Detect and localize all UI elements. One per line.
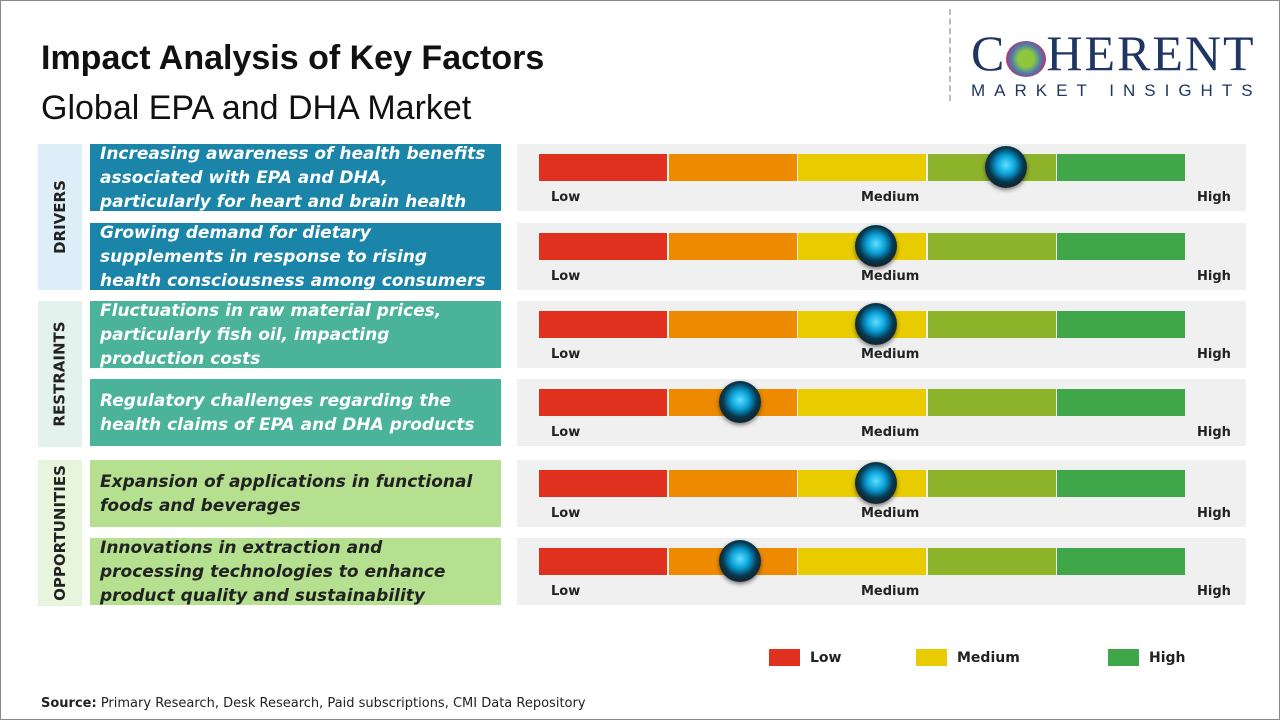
- impact-knob-icon: [984, 146, 1027, 188]
- medium-label: Medium: [861, 190, 920, 205]
- page-subtitle: Global EPA and DHA Market: [41, 89, 472, 127]
- impact-knob-icon: [854, 462, 897, 504]
- logo-letter: C: [971, 25, 1007, 81]
- gauge-segment: [1057, 389, 1186, 416]
- gauge-segment: [1057, 154, 1186, 181]
- gauge-segment: [668, 233, 797, 260]
- gauge-segment: [539, 389, 667, 416]
- impact-gauge: Low Medium High: [517, 223, 1246, 290]
- source-text: Primary Research, Desk Research, Paid su…: [96, 696, 586, 711]
- page-title: Impact Analysis of Key Factors: [41, 39, 545, 77]
- category-drivers: DRIVERS: [38, 144, 82, 290]
- gauge-segment: [798, 389, 927, 416]
- gauge-segment: [798, 154, 927, 181]
- low-label: Low: [551, 190, 581, 205]
- low-label: Low: [551, 347, 581, 362]
- gauge-segment: [539, 233, 667, 260]
- logo-tagline: MARKET INSIGHTS: [971, 80, 1262, 100]
- gauge-segment: [927, 233, 1056, 260]
- divider: [949, 9, 951, 101]
- gauge-segment: [668, 470, 797, 497]
- impact-gauge: Low Medium High: [517, 538, 1246, 605]
- impact-gauge: Low Medium High: [517, 379, 1246, 446]
- medium-label: Medium: [861, 584, 920, 599]
- legend-label: Low: [810, 649, 842, 666]
- gauge-segment: [539, 154, 667, 181]
- category-opportunities: OPPORTUNITIES: [38, 460, 82, 606]
- gauge-segment: [927, 311, 1056, 338]
- low-label: Low: [551, 269, 581, 284]
- impact-knob-icon: [854, 303, 897, 345]
- category-label: OPPORTUNITIES: [51, 465, 69, 601]
- legend-swatch: [1108, 649, 1139, 666]
- gauge-segment: [539, 311, 667, 338]
- gauge-segment: [927, 470, 1056, 497]
- high-label: High: [1197, 425, 1231, 440]
- high-label: High: [1197, 584, 1231, 599]
- high-label: High: [1197, 506, 1231, 521]
- impact-knob-icon: [718, 381, 761, 423]
- gauge-segment: [798, 548, 927, 575]
- globe-icon: [1006, 40, 1047, 77]
- medium-label: Medium: [861, 506, 920, 521]
- impact-knob-icon: [718, 540, 761, 582]
- gauge-segment: [668, 154, 797, 181]
- impact-gauge: Low Medium High: [517, 460, 1246, 527]
- legend-label: Medium: [957, 649, 1020, 666]
- gauge-segment: [1057, 311, 1186, 338]
- factor-text: Fluctuations in raw material prices, par…: [90, 301, 501, 369]
- impact-knob-icon: [854, 225, 897, 267]
- low-label: Low: [551, 506, 581, 521]
- category-restraints: RESTRAINTS: [38, 301, 82, 447]
- factor-text: Increasing awareness of health benefits …: [90, 144, 501, 212]
- impact-gauge: Low Medium High: [517, 301, 1246, 368]
- legend-swatch: [916, 649, 947, 666]
- source-note: Source: Primary Research, Desk Research,…: [41, 696, 586, 711]
- medium-label: Medium: [861, 425, 920, 440]
- low-label: Low: [551, 584, 581, 599]
- factor-text: Expansion of applications in functional …: [90, 460, 501, 527]
- category-label: RESTRAINTS: [51, 321, 70, 427]
- legend-item: Medium: [916, 649, 1020, 666]
- impact-gauge: Low Medium High: [517, 144, 1246, 211]
- medium-label: Medium: [861, 347, 920, 362]
- gauge-segment: [1057, 470, 1186, 497]
- gauge-segment: [668, 311, 797, 338]
- high-label: High: [1197, 190, 1231, 205]
- gauge-segment: [927, 548, 1056, 575]
- high-label: High: [1197, 347, 1231, 362]
- gauge-segment: [539, 548, 667, 575]
- low-label: Low: [551, 425, 581, 440]
- company-logo: C HERENT MARKET INSIGHTS: [971, 28, 1262, 101]
- gauge-segment: [1057, 548, 1186, 575]
- gauge-segment: [1057, 233, 1186, 260]
- gauge-segment: [539, 470, 667, 497]
- category-label: DRIVERS: [51, 180, 70, 254]
- medium-label: Medium: [861, 269, 920, 284]
- high-label: High: [1197, 269, 1231, 284]
- factor-text: Growing demand for dietary supplements i…: [90, 223, 501, 291]
- factor-text: Regulatory challenges regarding the heal…: [90, 379, 501, 446]
- logo-text: HERENT: [1046, 25, 1256, 81]
- source-label: Source:: [41, 696, 97, 711]
- legend-label: High: [1149, 649, 1186, 666]
- legend-swatch: [769, 649, 800, 666]
- legend-item: Low: [769, 649, 841, 666]
- factor-text: Innovations in extraction and processing…: [90, 538, 501, 606]
- legend-item: High: [1108, 649, 1186, 666]
- gauge-segment: [927, 389, 1056, 416]
